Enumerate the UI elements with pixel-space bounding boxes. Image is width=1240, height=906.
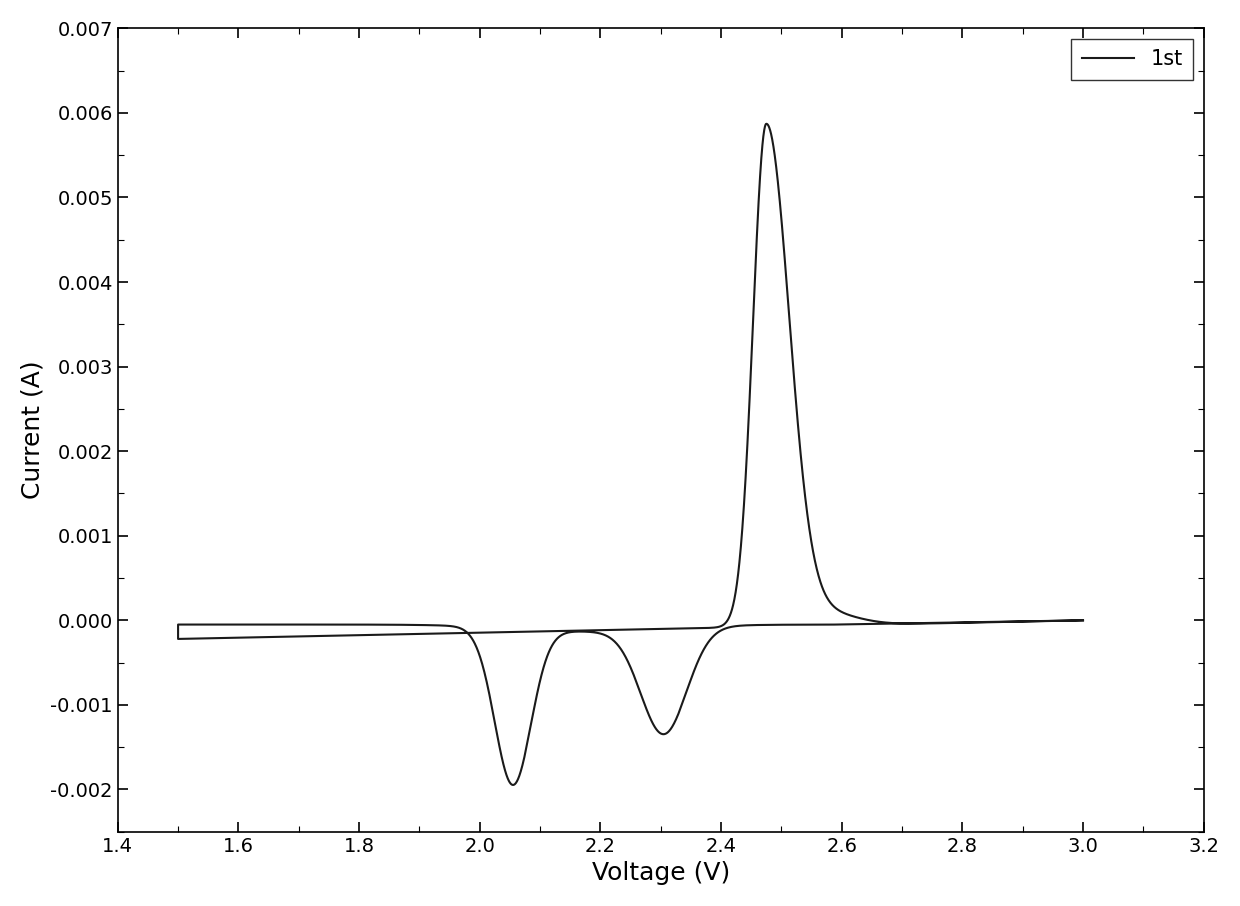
Legend: 1st: 1st [1071,39,1193,80]
Y-axis label: Current (A): Current (A) [21,361,45,499]
X-axis label: Voltage (V): Voltage (V) [591,862,730,885]
